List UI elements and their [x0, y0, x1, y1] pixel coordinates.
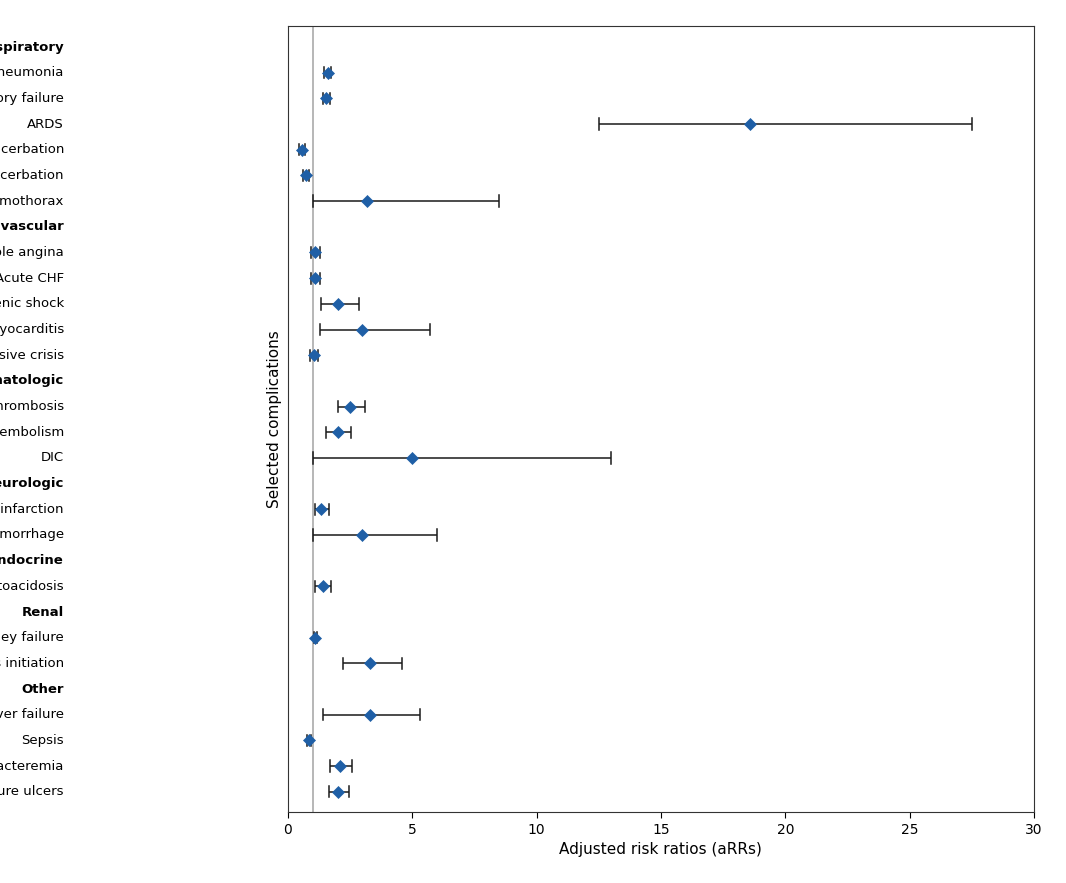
- Text: Pneumonia: Pneumonia: [0, 66, 64, 79]
- Text: COPD exacerbation: COPD exacerbation: [0, 169, 64, 182]
- Text: DIC: DIC: [41, 451, 64, 464]
- Text: Cardiovascular: Cardiovascular: [0, 221, 64, 233]
- Text: Diabetic ketoacidosis: Diabetic ketoacidosis: [0, 580, 64, 592]
- Text: Pneumothorax: Pneumothorax: [0, 194, 64, 208]
- Text: Cerebral ischemia/infarction: Cerebral ischemia/infarction: [0, 502, 64, 516]
- Text: Hypertensive crisis: Hypertensive crisis: [0, 349, 64, 362]
- Text: Respiratory failure: Respiratory failure: [0, 92, 64, 105]
- Text: Dialysis initiation: Dialysis initiation: [0, 657, 64, 670]
- Text: Bacteremia: Bacteremia: [0, 759, 64, 773]
- Text: Endocrine: Endocrine: [0, 555, 64, 567]
- Text: Acute MI/Unstable angina: Acute MI/Unstable angina: [0, 246, 64, 259]
- Text: Deep vein thrombosis: Deep vein thrombosis: [0, 400, 64, 413]
- Text: Sepsis: Sepsis: [21, 734, 64, 747]
- Text: Acute myocarditis: Acute myocarditis: [0, 323, 64, 336]
- Y-axis label: Selected complications: Selected complications: [268, 330, 282, 509]
- Text: Intracranial hemorrhage: Intracranial hemorrhage: [0, 529, 64, 541]
- Text: Acute CHF: Acute CHF: [0, 272, 64, 284]
- Text: Asthma exacerbation: Asthma exacerbation: [0, 143, 64, 156]
- Text: Acute hepatitis/liver failure: Acute hepatitis/liver failure: [0, 708, 64, 721]
- Text: Pressure ulcers: Pressure ulcers: [0, 785, 64, 798]
- Text: Pulmonary embolism: Pulmonary embolism: [0, 426, 64, 439]
- Text: ARDS: ARDS: [28, 117, 64, 131]
- Text: Other: Other: [21, 683, 64, 696]
- Text: Hematologic: Hematologic: [0, 374, 64, 388]
- Text: Renal: Renal: [21, 606, 64, 618]
- Text: Acute kidney failure: Acute kidney failure: [0, 631, 64, 645]
- Text: Respiratory: Respiratory: [0, 41, 64, 54]
- X-axis label: Adjusted risk ratios (aRRs): Adjusted risk ratios (aRRs): [560, 842, 762, 857]
- Text: Cardiogenic shock: Cardiogenic shock: [0, 298, 64, 310]
- Text: Neurologic: Neurologic: [0, 477, 64, 490]
